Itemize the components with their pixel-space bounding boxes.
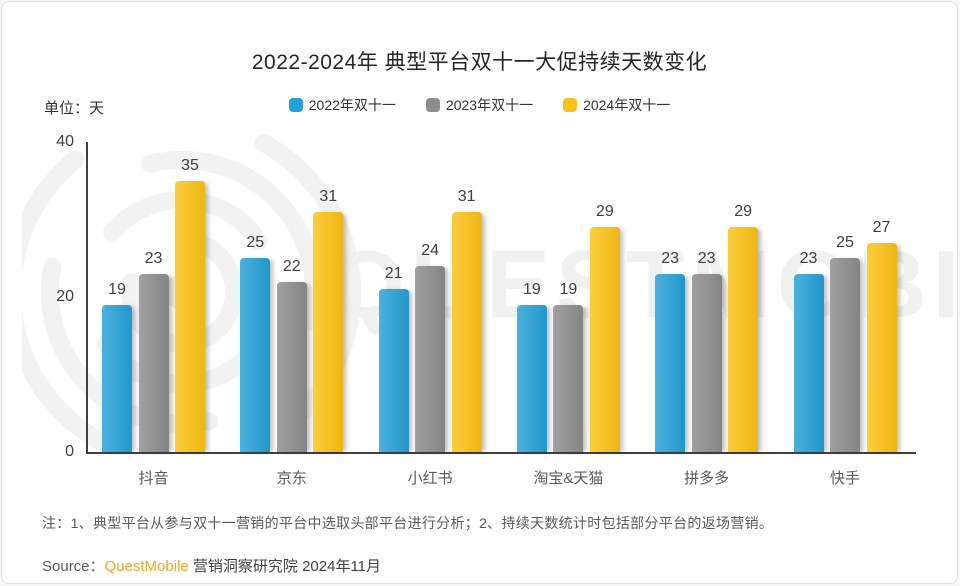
legend-item-2: 2024年双十一 bbox=[563, 95, 670, 115]
legend-label: 2023年双十一 bbox=[445, 97, 534, 113]
value-label-series2-5: 27 bbox=[872, 218, 891, 236]
value-label-series1-5: 25 bbox=[836, 234, 854, 252]
bar-series1-1 bbox=[276, 281, 307, 452]
bar-series1-5 bbox=[830, 258, 860, 452]
value-label-series0-1: 25 bbox=[246, 234, 265, 252]
bar-series1-3 bbox=[553, 304, 584, 452]
value-label-series2-4: 29 bbox=[734, 203, 753, 221]
bar-series1-2 bbox=[415, 266, 446, 452]
category-label-3: 淘宝&天猫 bbox=[533, 470, 604, 487]
value-label-series0-3: 19 bbox=[522, 280, 541, 298]
legend-marker-icon bbox=[563, 98, 578, 112]
category-label-0: 抖音 bbox=[138, 470, 169, 487]
bar-series2-0 bbox=[175, 180, 205, 452]
value-label-series2-3: 29 bbox=[595, 203, 614, 221]
legend-marker-icon bbox=[288, 98, 303, 112]
legend: 2022年双十一 2023年双十一 2024年双十一 bbox=[2, 95, 957, 115]
y-tick-label-0: 0 bbox=[65, 443, 74, 460]
y-tick-label-20: 20 bbox=[56, 288, 74, 305]
x-axis-line bbox=[86, 452, 916, 454]
bar-series2-1 bbox=[313, 211, 344, 452]
bar-series1-0 bbox=[138, 273, 169, 452]
value-label-series0-5: 23 bbox=[799, 249, 818, 267]
value-label-series0-2: 21 bbox=[384, 265, 403, 283]
bar-series0-2 bbox=[378, 289, 409, 452]
category-label-5: 快手 bbox=[829, 470, 860, 487]
bar-series2-3 bbox=[589, 227, 620, 452]
category-label-1: 京东 bbox=[276, 470, 307, 487]
bar-series2-5 bbox=[866, 242, 897, 452]
bar-series1-4 bbox=[691, 273, 722, 452]
value-label-series0-4: 23 bbox=[661, 249, 680, 267]
value-label-series2-2: 31 bbox=[457, 187, 476, 205]
value-label-series2-0: 35 bbox=[181, 156, 199, 174]
value-label-series1-1: 22 bbox=[282, 257, 301, 275]
bar-series0-5 bbox=[793, 273, 824, 452]
value-label-series2-1: 31 bbox=[319, 187, 338, 205]
bar-series0-3 bbox=[516, 304, 547, 452]
source-line: Source：QuestMobile 营销洞察研究院 2024年11月 bbox=[42, 555, 381, 576]
bar-series2-4 bbox=[728, 227, 759, 452]
source-brand-questmobile: QuestMobile bbox=[104, 558, 189, 575]
category-label-2: 小红书 bbox=[407, 470, 453, 487]
chart-title: 2022-2024年 典型平台双十一大促持续天数变化 bbox=[251, 51, 708, 74]
y-tick-label-40: 40 bbox=[56, 133, 74, 150]
value-label-series1-3: 19 bbox=[559, 280, 578, 298]
value-label-series0-0: 19 bbox=[108, 280, 126, 298]
value-label-series1-4: 23 bbox=[697, 249, 716, 267]
legend-label: 2024年双十一 bbox=[583, 97, 671, 113]
category-label-4: 拼多多 bbox=[684, 470, 730, 487]
bar-series0-1 bbox=[240, 258, 271, 452]
value-label-series1-0: 23 bbox=[144, 249, 163, 267]
legend-label: 2022年双十一 bbox=[308, 97, 396, 113]
source-rest: 营销洞察研究院 2024年11月 bbox=[188, 558, 382, 575]
footnote: 注：1、典型平台从参与双十一营销的平台中选取头部平台进行分析；2、持续天数统计时… bbox=[42, 515, 774, 531]
legend-item-0: 2022年双十一 bbox=[288, 95, 396, 115]
y-axis-line bbox=[86, 142, 88, 452]
bar-series0-0 bbox=[102, 304, 132, 452]
bar-series2-2 bbox=[451, 211, 482, 452]
source-prefix: Source： bbox=[42, 558, 105, 575]
unit-label: 单位：天 bbox=[44, 100, 105, 117]
value-label-series1-2: 24 bbox=[421, 242, 439, 259]
legend-marker-icon bbox=[425, 98, 440, 112]
bar-series0-4 bbox=[655, 273, 686, 452]
legend-item-1: 2023年双十一 bbox=[425, 95, 534, 115]
